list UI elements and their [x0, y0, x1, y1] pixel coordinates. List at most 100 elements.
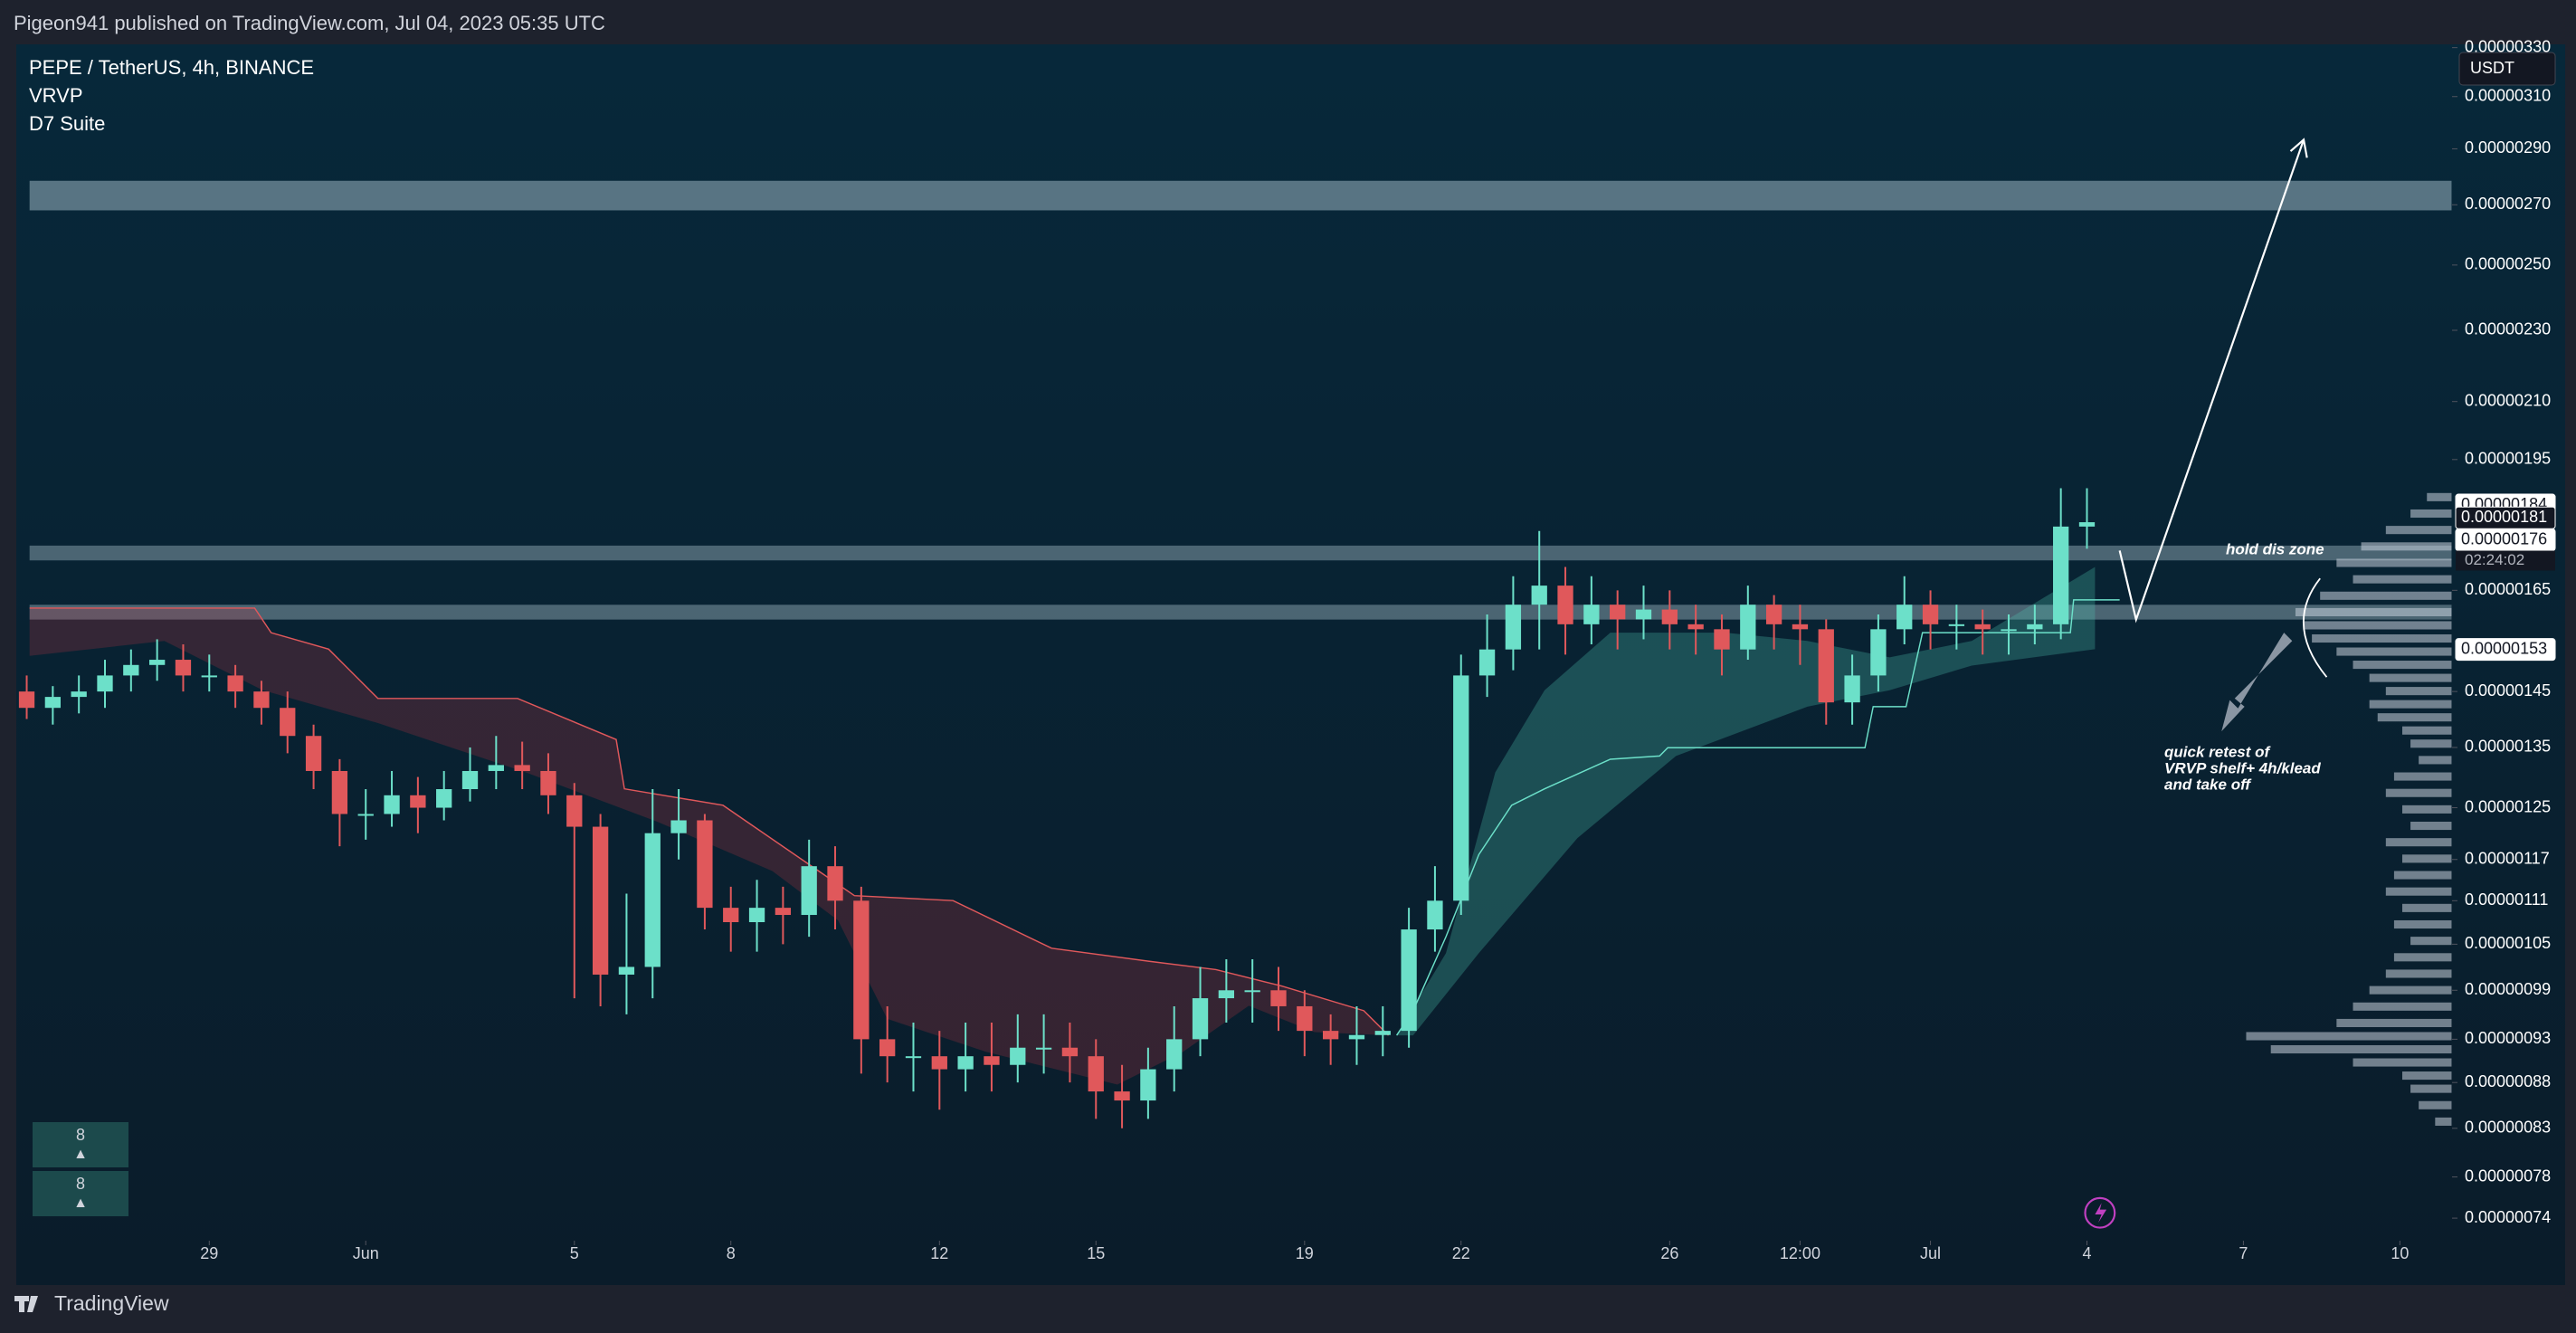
candle-body: [1896, 605, 1913, 630]
candle-body: [1088, 1056, 1104, 1092]
volume-profile: [2246, 492, 2452, 1126]
y-tick-label: 0.00000210: [2465, 391, 2551, 409]
candle-body: [540, 770, 556, 795]
candle-body: [1531, 586, 1547, 605]
candle-body: [1844, 675, 1860, 703]
bull-cloud: [1396, 567, 2096, 1036]
candle-body: [775, 908, 792, 916]
badge-count: 8: [76, 1175, 85, 1193]
resistance-zone: [29, 180, 2452, 211]
y-tick-label: 0.00000135: [2465, 738, 2551, 756]
badge-symbol: ▲: [73, 1195, 88, 1211]
candle-body: [2001, 629, 2017, 632]
candle-body: [1818, 629, 1834, 703]
candle-body: [1270, 990, 1287, 1006]
chart-background: [16, 44, 2565, 1285]
candle-body: [618, 966, 635, 975]
price-label-box: [2455, 638, 2556, 662]
candle-body: [1974, 624, 1991, 630]
brand: TradingView: [54, 1291, 169, 1315]
candle-body: [44, 697, 61, 709]
y-tick-label: 0.00000111: [2465, 890, 2548, 909]
candle-body: [1870, 629, 1887, 676]
y-tick-label: 0.00000078: [2465, 1166, 2551, 1185]
candle-body: [253, 691, 270, 709]
candle-body: [2053, 526, 2069, 624]
candle-body: [723, 908, 739, 923]
badge[interactable]: [33, 1171, 128, 1216]
candle-body: [2027, 624, 2043, 630]
price-label: 0.00000153: [2461, 639, 2547, 657]
annotation: hold dis zone: [2226, 540, 2324, 557]
candle-body: [1583, 605, 1600, 624]
candle-body: [1140, 1069, 1156, 1101]
candle-body: [1061, 1047, 1079, 1057]
annotation: and take off: [2164, 776, 2252, 793]
projection-arrow: [2118, 139, 2305, 624]
y-tick-label: 0.00000117: [2465, 850, 2550, 868]
annotation: quick retest of: [2164, 743, 2272, 760]
candle-body: [905, 1056, 922, 1059]
candle-body: [1687, 624, 1704, 630]
x-tick-label: 12: [930, 1244, 948, 1262]
y-tick-label: 0.00000195: [2465, 450, 2551, 468]
candle-body: [592, 826, 609, 975]
plot: [18, 488, 2096, 1128]
candle-body: [1740, 605, 1756, 650]
retest-arrow: [2221, 633, 2293, 732]
candle-body: [1114, 1091, 1130, 1101]
candle-body: [1765, 605, 1782, 624]
candle-body: [1478, 649, 1496, 676]
price-label: 0.00000176: [2461, 529, 2547, 547]
candle-body: [1922, 605, 1939, 624]
candle-body: [879, 1039, 896, 1057]
candle-body: [1374, 1031, 1391, 1035]
candle-body: [1192, 998, 1209, 1040]
x-tick-label: 7: [2239, 1244, 2248, 1262]
candle-body: [201, 675, 217, 678]
candle-body: [123, 664, 139, 676]
y-tick-label: 0.00000088: [2465, 1072, 2551, 1090]
x-tick-label: 15: [1087, 1244, 1105, 1262]
badge-count: 8: [76, 1126, 85, 1144]
candle-body: [748, 908, 765, 923]
candle-body: [1792, 624, 1809, 630]
y-tick-label: 0.00000230: [2465, 320, 2551, 338]
candle-body: [670, 820, 687, 833]
byline: Pigeon941 published on TradingView.com, …: [14, 12, 605, 34]
candle-body: [331, 770, 348, 814]
support-zone: [29, 605, 2452, 620]
alert-icon: [2084, 1196, 2116, 1229]
candle-body: [305, 736, 322, 771]
candle-body: [1348, 1034, 1365, 1040]
x-tick-label: 12:00: [1780, 1244, 1820, 1262]
y-tick-label: 0.00000310: [2465, 87, 2551, 105]
candle-body: [1035, 1047, 1052, 1050]
x-tick-label: 29: [200, 1244, 218, 1262]
candle-body: [357, 814, 374, 816]
y-tick-label: 0.00000105: [2465, 934, 2551, 952]
y-tick-label: 0.00000099: [2465, 980, 2551, 998]
candle-body: [931, 1056, 947, 1070]
price-label: 0.00000181: [2461, 508, 2547, 526]
indicator-name: D7 Suite: [29, 112, 105, 135]
candle-body: [1297, 1005, 1313, 1032]
candle-body: [644, 833, 661, 967]
x-tick-label: 8: [727, 1244, 736, 1262]
candle-body: [18, 691, 35, 709]
candle-body: [1218, 990, 1234, 999]
y-tick-label: 0.00000145: [2465, 681, 2551, 700]
x-tick-label: Jul: [1920, 1244, 1941, 1262]
candle-body: [957, 1056, 974, 1070]
candle-body: [410, 795, 426, 808]
candle-body: [148, 660, 166, 665]
candle-body: [853, 900, 870, 1040]
y-tick-label: 0.00000093: [2465, 1029, 2551, 1047]
candle-body: [2078, 522, 2096, 527]
badge[interactable]: [33, 1122, 128, 1167]
bracket: [2303, 577, 2328, 678]
x-tick-label: 5: [570, 1244, 579, 1262]
candle-body: [801, 866, 817, 916]
candle-body: [97, 675, 113, 692]
currency-box[interactable]: [2458, 52, 2556, 86]
